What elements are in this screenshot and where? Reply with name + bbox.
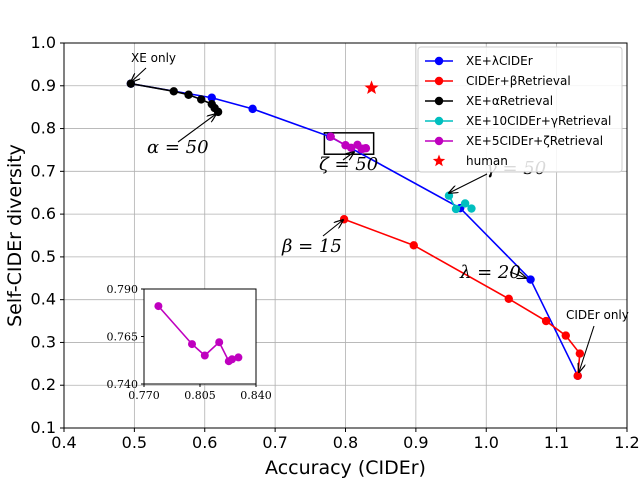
series-2-point	[197, 95, 206, 104]
inset-series-point	[200, 351, 209, 360]
legend-label-2: XE+αRetrieval	[466, 94, 553, 108]
series-4-point	[361, 144, 371, 153]
legend: XE+λCIDEr CIDEr+βRetrieval XE+αRetrieval XE…	[417, 46, 623, 173]
legend-swatch-human	[432, 154, 446, 167]
legend-label-human: human	[466, 154, 508, 168]
y-tick-label: 0.1	[31, 418, 56, 437]
y-tick-label: 0.7	[31, 161, 56, 180]
y-axis-label: Self-CIDEr diversity	[4, 144, 26, 327]
inset-x-tick-label: 0.770	[128, 389, 160, 402]
legend-swatch-marker-4	[434, 136, 444, 146]
annotation-arrow-5	[509, 272, 526, 278]
annotation-label-5: λ = 20	[459, 262, 521, 283]
series-1-point	[504, 294, 513, 304]
series-3-point	[467, 204, 476, 213]
inset-series-point	[228, 355, 236, 364]
y-tick-label: 0.4	[31, 290, 56, 309]
series-2-point	[169, 87, 178, 96]
annotation-label-6: CIDEr only	[566, 308, 629, 322]
annotation-label-4: β = 15	[281, 236, 342, 257]
series-1-point	[575, 349, 585, 358]
legend-swatch-marker-0	[434, 56, 444, 66]
inset-chart: 0.770 0.805 0.840 0.740 0.765 0.790	[107, 283, 272, 402]
legend-label-3: XE+10CIDEr+γRetrieval	[466, 114, 611, 128]
axes: 0.4 0.5 0.6 0.7 0.8 0.9 1.0 1.1 1.2 0.1 0.2 0.3 0.4 0…	[4, 33, 640, 479]
inset-series-point	[154, 302, 163, 311]
annotation-label-2: ζ = 50	[319, 154, 378, 175]
legend-swatch-marker-1	[434, 76, 444, 86]
annotation-arrow-4	[322, 220, 343, 237]
y-tick-label: 0.3	[31, 332, 56, 351]
series-2-point	[184, 90, 193, 99]
y-tick-label: 0.6	[31, 204, 56, 223]
x-tick-label: 0.6	[192, 433, 217, 452]
legend-label-1: CIDEr+βRetrieval	[466, 74, 571, 88]
legend-swatch-marker-2	[434, 96, 444, 106]
x-tick-label: 1.0	[474, 433, 499, 452]
series-0-point	[248, 104, 257, 114]
legend-box	[417, 46, 623, 173]
inset-frame	[143, 288, 257, 385]
x-tick-label: 0.7	[262, 433, 287, 452]
legend-swatch-marker-3	[434, 116, 444, 126]
annotation-label-1: α = 50	[147, 137, 209, 158]
legend-label-0: XE+λCIDEr	[466, 54, 533, 68]
y-tick-label: 0.5	[31, 247, 56, 266]
y-tick-label: 1.0	[31, 33, 56, 52]
inset-y-tick-label: 0.765	[107, 331, 139, 344]
series-1-point	[573, 371, 582, 381]
series-3-point	[460, 199, 470, 208]
series-4-point	[346, 143, 356, 153]
inset-x-tick-label: 0.805	[184, 389, 216, 402]
series-0-point	[207, 93, 216, 102]
series-4-point	[326, 132, 335, 141]
series-1-point	[409, 241, 418, 250]
x-tick-label: 0.9	[403, 433, 428, 452]
x-axis-label: Accuracy (CIDEr)	[265, 457, 426, 479]
inset-x-tick-label: 0.840	[240, 389, 272, 402]
annotation-arrow-3	[449, 173, 488, 193]
series-3-point	[451, 204, 461, 214]
series-1-point	[339, 215, 349, 224]
y-tick-label: 0.8	[31, 119, 56, 138]
series-1-point	[561, 331, 570, 340]
inset-y-tick-label: 0.790	[107, 283, 139, 296]
x-tick-label: 1.2	[614, 433, 639, 452]
x-tick-label: 0.5	[122, 433, 147, 452]
series-2-point	[126, 79, 136, 88]
inset-series-point	[215, 338, 224, 347]
inset-series-point	[188, 340, 196, 349]
annotation-label-0: XE only	[131, 51, 176, 65]
plot-frame	[63, 42, 628, 429]
x-tick-label: 0.4	[51, 433, 76, 452]
human-star	[364, 80, 379, 94]
inset-series-point	[234, 353, 243, 362]
series-0-point	[526, 275, 535, 284]
y-tick-label: 0.9	[31, 76, 56, 95]
annotation-arrow-2	[342, 152, 354, 160]
series-line-1	[343, 218, 581, 376]
x-tick-label: 0.8	[333, 433, 358, 452]
legend-label-4: XE+5CIDEr+ζRetrieval	[466, 134, 603, 148]
x-tick-label: 1.1	[544, 433, 569, 452]
annotation-arrow-6	[579, 325, 595, 372]
annotation-arrow-1	[177, 114, 216, 143]
inset-y-tick-label: 0.740	[107, 378, 139, 391]
annotation-arrow-0	[131, 67, 147, 82]
series-1-point	[541, 316, 551, 326]
y-tick-label: 0.2	[31, 375, 56, 394]
